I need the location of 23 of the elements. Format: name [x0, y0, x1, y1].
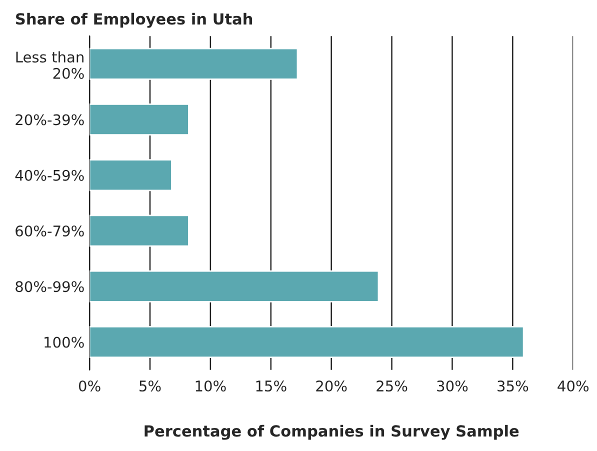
y-tick-label: 80%-99%: [16, 281, 84, 292]
y-tick-label: 40%-59%: [15, 170, 84, 181]
y-tick-label: 20%-39%: [16, 114, 84, 126]
x-tick-label: 10%: [196, 380, 226, 392]
x-tick-label: 35%: [498, 380, 528, 392]
x-tick-label: 30%: [437, 380, 468, 392]
x-tick-label: 15%: [256, 380, 286, 392]
bar: [90, 270, 380, 302]
y-tick-label: 100%: [44, 336, 84, 348]
bar: [90, 48, 298, 80]
x-axis-title: Percentage of Companies in Survey Sample: [144, 424, 519, 440]
y-tick-label: 60%-79%: [16, 225, 84, 237]
x-tick-label: 5%: [140, 380, 161, 392]
chart-title: Share of Employees in Utah: [16, 12, 252, 28]
x-tick-label: 25%: [376, 380, 408, 392]
bar: [90, 159, 172, 192]
bar: [90, 214, 190, 247]
bar: [90, 104, 190, 136]
x-tick-label: 0%: [78, 380, 100, 392]
x-tick-label: 20%: [316, 380, 347, 392]
x-tick-label: 40%: [558, 380, 589, 392]
y-tick-label: Less than 20%: [16, 51, 84, 79]
bar: [90, 326, 524, 358]
